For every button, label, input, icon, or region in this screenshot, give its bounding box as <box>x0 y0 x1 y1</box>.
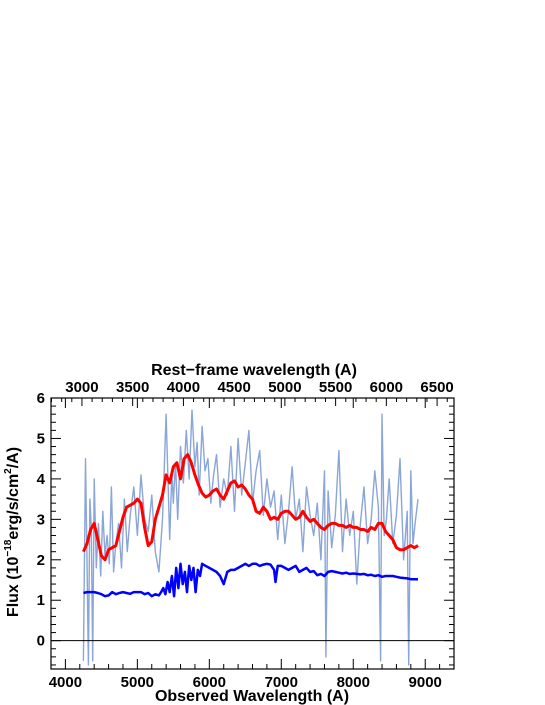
model-line <box>82 453 419 562</box>
y-axis: 0 1 2 3 4 5 6 <box>37 390 454 666</box>
y-tick-label: 6 <box>37 390 45 407</box>
x-tick-label: 5000 <box>121 674 154 691</box>
x-axis-top: 3000 3500 4000 4500 5000 5500 6000 6500 <box>51 379 454 406</box>
y-tick-label: 4 <box>37 471 46 488</box>
x-axis-title: Observed Wavelength (A) <box>155 688 349 705</box>
y-axis-title-mid: erg/s/cm <box>5 474 22 540</box>
top-tick-label: 5500 <box>319 379 352 396</box>
top-tick-label: 4000 <box>167 379 200 396</box>
observed-spectrum-line <box>82 409 419 666</box>
y-tick-label: 2 <box>37 552 45 569</box>
top-tick-label: 3500 <box>116 379 149 396</box>
y-axis-title-prefix: Flux (10 <box>5 557 22 618</box>
top-tick-label: 6000 <box>370 379 403 396</box>
top-tick-label: 3000 <box>65 379 98 396</box>
x-tick-label: 4000 <box>49 674 82 691</box>
top-tick-label: 6500 <box>420 379 453 396</box>
x-tick-label: 7000 <box>265 674 298 691</box>
y-tick-label: 5 <box>37 430 45 447</box>
top-tick-label: 4500 <box>217 379 250 396</box>
x-axis-bottom: 4000 5000 6000 7000 8000 9000 <box>49 398 455 691</box>
y-axis-title-exp1: −18 <box>3 539 14 556</box>
y-tick-label: 1 <box>37 592 45 609</box>
x-tick-label: 9000 <box>409 674 442 691</box>
plot-traces <box>82 409 419 666</box>
top-axis-title: Rest−frame wavelength (A) <box>151 362 357 379</box>
y-axis-title-exp2: 2 <box>3 468 14 474</box>
y-tick-label: 3 <box>37 511 45 528</box>
error-line <box>83 562 418 598</box>
y-axis-title-suffix: /A) <box>5 447 22 468</box>
x-tick-label: 6000 <box>193 674 226 691</box>
y-tick-label: 0 <box>37 633 45 650</box>
x-tick-label: 8000 <box>337 674 370 691</box>
top-tick-label: 5000 <box>268 379 301 396</box>
y-axis-title: Flux (10−18erg/s/cm2/A) <box>3 447 22 617</box>
